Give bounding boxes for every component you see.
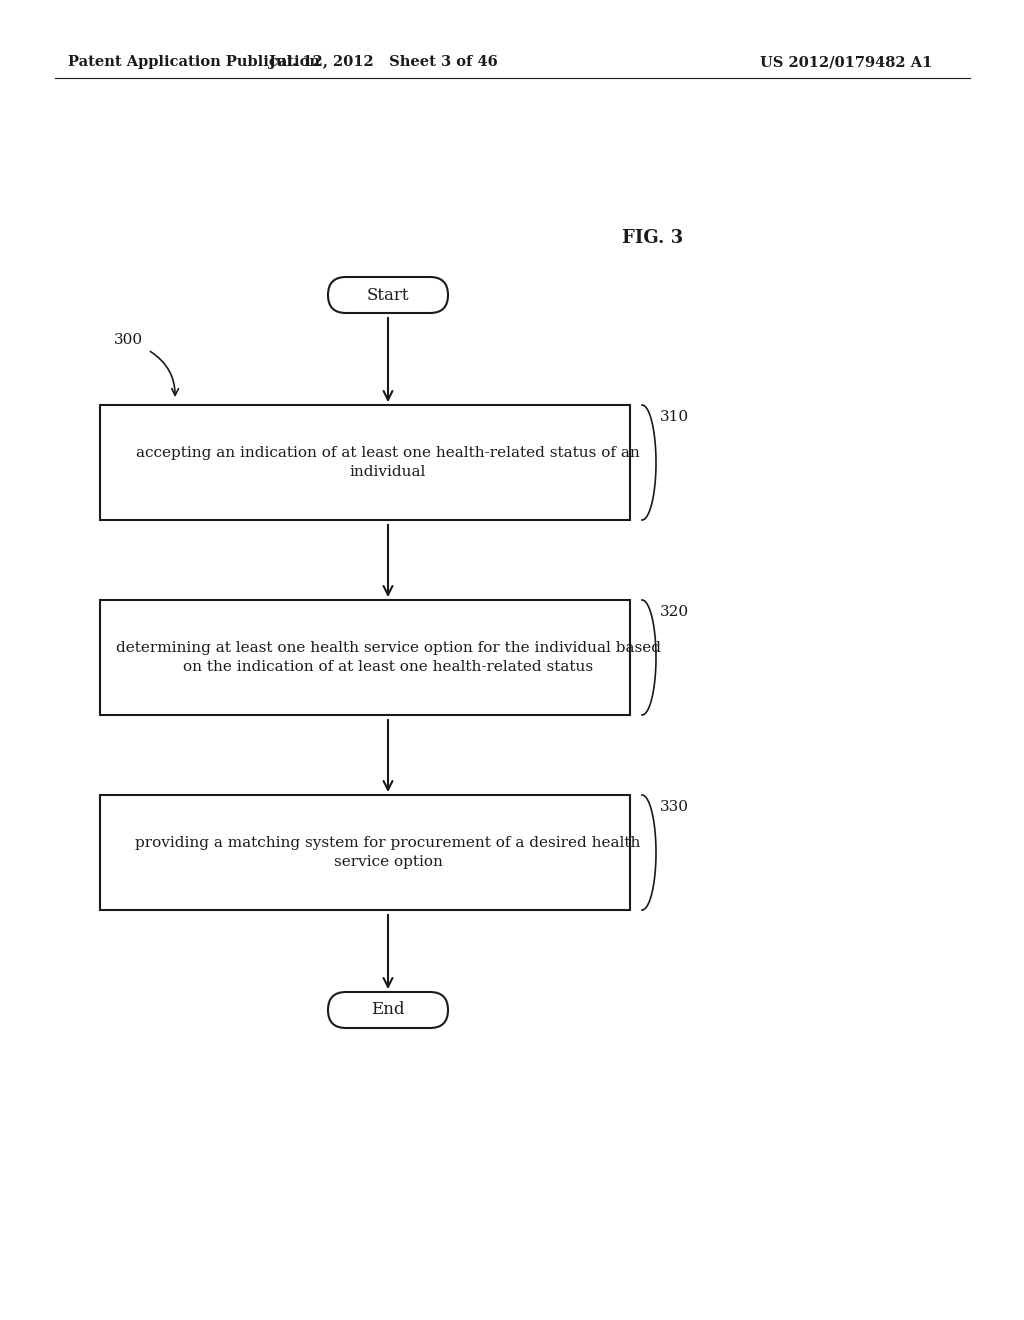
Text: US 2012/0179482 A1: US 2012/0179482 A1: [760, 55, 933, 69]
Bar: [100, 795, 630, 909]
Text: 300: 300: [114, 333, 142, 347]
Text: 330: 330: [660, 800, 689, 814]
Text: providing a matching system for procurement of a desired health
service option: providing a matching system for procurem…: [135, 836, 641, 870]
Text: determining at least one health service option for the individual based
on the i: determining at least one health service …: [116, 640, 660, 675]
Text: accepting an indication of at least one health-related status of an
individual: accepting an indication of at least one …: [136, 446, 640, 479]
FancyBboxPatch shape: [328, 277, 449, 313]
Text: 320: 320: [660, 605, 689, 619]
Bar: [100, 601, 630, 715]
Text: FIG. 3: FIG. 3: [622, 228, 683, 247]
Text: Start: Start: [367, 286, 410, 304]
FancyBboxPatch shape: [328, 993, 449, 1028]
Text: Jul. 12, 2012   Sheet 3 of 46: Jul. 12, 2012 Sheet 3 of 46: [268, 55, 498, 69]
Bar: [100, 405, 630, 520]
Text: Patent Application Publication: Patent Application Publication: [68, 55, 319, 69]
Text: 310: 310: [660, 411, 689, 424]
Text: End: End: [372, 1002, 404, 1019]
